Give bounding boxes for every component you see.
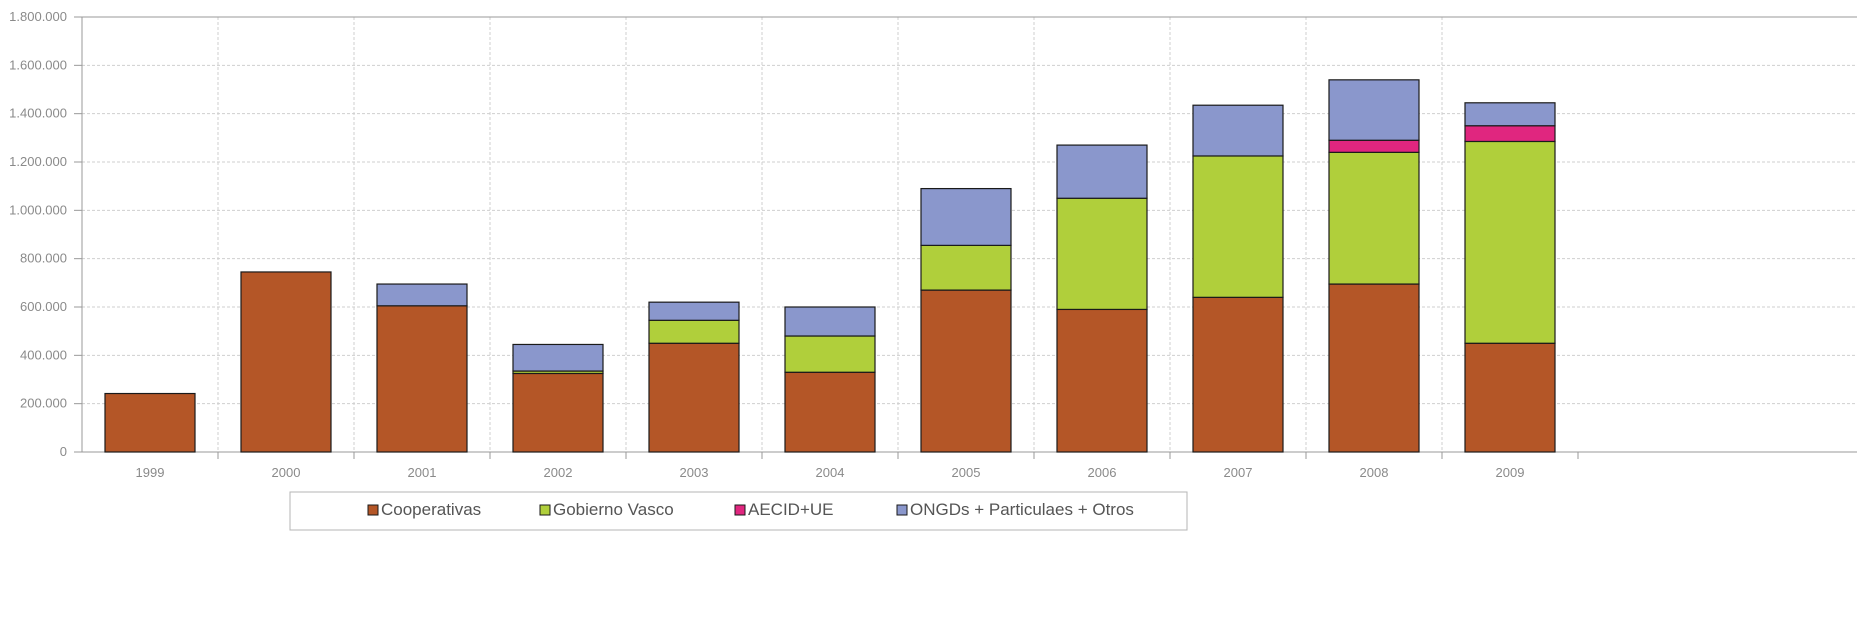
bar-segment <box>1192 296 1284 453</box>
x-tick-label: 2002 <box>544 465 573 480</box>
y-tick-label: 600.000 <box>20 299 67 314</box>
bar-segment <box>1464 140 1556 344</box>
x-tick-label: 2007 <box>1224 465 1253 480</box>
bar-segment <box>1328 79 1420 141</box>
y-tick-label: 200.000 <box>20 396 67 411</box>
x-axis-tick-labels: 1999 2000 2001 2002 2003 2004 2005 2006 2007 2008… <box>136 465 1525 480</box>
x-tick-label: 2005 <box>952 465 981 480</box>
legend-label: ONGDs + Particulaes + Otros <box>910 500 1134 519</box>
bar-segment <box>104 392 196 453</box>
y-tick-label: 1.800.000 <box>9 9 67 24</box>
legend-label: Cooperativas <box>381 500 481 519</box>
y-tick-label: 1.600.000 <box>9 57 67 72</box>
x-tick-label: 2006 <box>1088 465 1117 480</box>
legend-swatch <box>896 504 908 516</box>
bar-segment <box>1056 144 1148 199</box>
y-tick-label: 800.000 <box>20 251 67 266</box>
bar-segment <box>1192 155 1284 298</box>
y-tick-label: 400.000 <box>20 347 67 362</box>
bar-segment <box>376 283 468 307</box>
bar-segment <box>920 244 1012 291</box>
x-tick-label: 2009 <box>1496 465 1525 480</box>
x-tick-label: 2000 <box>272 465 301 480</box>
legend-swatch <box>539 504 551 516</box>
x-tick-label: 1999 <box>136 465 165 480</box>
bar-segment <box>512 372 604 453</box>
bar-segment <box>1464 102 1556 127</box>
bar-segment <box>1056 308 1148 453</box>
legend: Cooperativas Gobierno Vasco AECID+UE ONGDs … <box>289 491 1188 531</box>
y-tick-label: 1.200.000 <box>9 154 67 169</box>
y-tick-label: 0 <box>60 444 67 459</box>
bar-segment <box>1464 125 1556 143</box>
bar-segment <box>784 335 876 373</box>
legend-label: AECID+UE <box>748 500 834 519</box>
x-tick-label: 2001 <box>408 465 437 480</box>
bar-segment <box>1464 342 1556 453</box>
bar-segment <box>648 342 740 453</box>
bar-segment <box>920 289 1012 453</box>
bar-segment <box>648 301 740 321</box>
bar-segment <box>240 271 332 453</box>
bar-segment <box>784 306 876 337</box>
bars <box>104 79 1556 453</box>
bar-segment <box>784 371 876 453</box>
legend-label: Gobierno Vasco <box>553 500 674 519</box>
x-tick-label: 2003 <box>680 465 709 480</box>
legend-swatch <box>734 504 746 516</box>
bar-segment <box>1328 151 1420 285</box>
y-axis-tick-labels: 0 200.000 400.000 600.000 800.000 1.000.000 1.… <box>9 9 67 459</box>
bar-segment <box>1328 139 1420 153</box>
legend-swatch <box>367 504 379 516</box>
bar-segment <box>1192 104 1284 157</box>
bar-segment <box>1056 197 1148 311</box>
bar-segment <box>648 319 740 344</box>
bar-segment <box>1328 283 1420 453</box>
bar-segment <box>920 187 1012 246</box>
bar-segment <box>512 343 604 372</box>
bar-segment <box>376 305 468 453</box>
y-tick-label: 1.000.000 <box>9 202 67 217</box>
x-tick-label: 2008 <box>1360 465 1389 480</box>
x-tick-label: 2004 <box>816 465 845 480</box>
y-tick-label: 1.400.000 <box>9 106 67 121</box>
